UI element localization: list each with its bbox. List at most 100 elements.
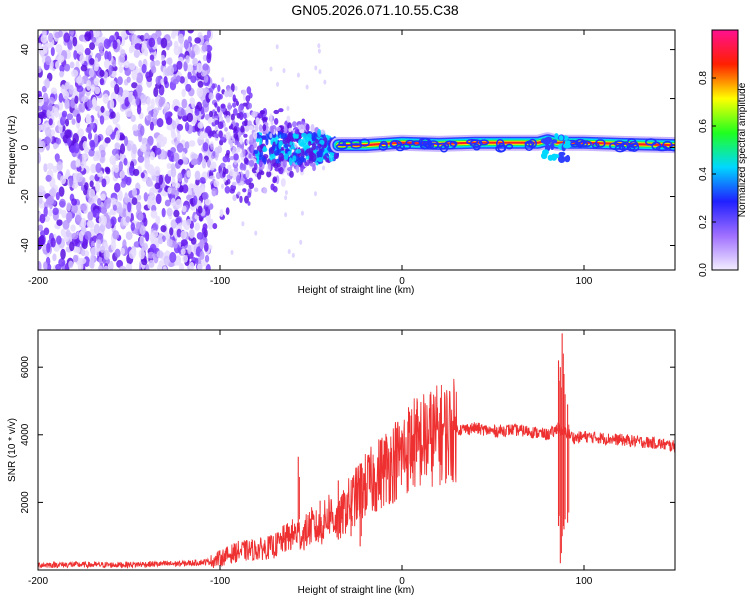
spectrogram-cell bbox=[56, 219, 63, 226]
spectrogram-cell bbox=[162, 265, 167, 270]
spectrogram-cell bbox=[176, 123, 184, 131]
spectrogram-cell bbox=[147, 135, 154, 146]
spectrogram-cell bbox=[260, 135, 266, 140]
spectrogram-cell bbox=[248, 125, 254, 131]
spectrogram-cell bbox=[166, 162, 172, 169]
spectrogram-cell bbox=[164, 199, 171, 207]
spectrogram-cell bbox=[227, 102, 232, 111]
spectrogram-cell bbox=[131, 187, 138, 197]
y-tick-label: -20 bbox=[20, 189, 31, 204]
spectrogram-cell bbox=[197, 138, 205, 145]
spectrogram-cell bbox=[65, 212, 73, 223]
spectrogram-cell bbox=[291, 252, 295, 258]
spectrogram-cell bbox=[202, 142, 209, 152]
spectrogram-cell bbox=[101, 205, 107, 215]
spectrogram-cell bbox=[259, 110, 266, 115]
spectrogram-cell bbox=[148, 259, 155, 268]
spectrogram-cell bbox=[221, 183, 225, 189]
spectrogram-cell bbox=[359, 138, 370, 147]
spectrogram-cell bbox=[76, 76, 83, 84]
spectrogram-cell bbox=[71, 198, 78, 206]
spectrogram-cell bbox=[466, 139, 479, 145]
spectrogram-cell bbox=[43, 206, 48, 217]
spectrogram-cell bbox=[38, 105, 42, 112]
spectrogram-cell bbox=[180, 230, 187, 240]
spectrogram-cell bbox=[85, 127, 92, 134]
spectrogram-cell bbox=[45, 55, 52, 66]
spectrogram-cell bbox=[283, 143, 289, 148]
spectrogram-cell bbox=[104, 58, 110, 69]
spectrogram-cell bbox=[189, 261, 195, 270]
spectrogram-cell bbox=[203, 75, 209, 83]
spectrogram-cell bbox=[146, 96, 151, 107]
spectrogram-cell bbox=[183, 61, 188, 72]
spectrogram-cell bbox=[196, 263, 203, 270]
spectrogram-cell bbox=[300, 148, 305, 153]
spectrogram-cell bbox=[542, 149, 549, 156]
spectrogram-cell bbox=[115, 130, 120, 141]
spectrogram-cell bbox=[227, 89, 234, 98]
spectrogram-cell bbox=[149, 187, 155, 199]
spectrogram-cell bbox=[149, 121, 154, 131]
spectrogram-cell bbox=[169, 251, 177, 263]
spectrogram-cell bbox=[127, 201, 132, 213]
spectrogram-cell bbox=[232, 102, 237, 108]
spectrogram-cell bbox=[214, 102, 218, 108]
spectrogram-cell bbox=[150, 98, 155, 109]
spectrogram-cell bbox=[150, 65, 157, 74]
spectrogram-cell bbox=[171, 177, 176, 187]
spectrogram-cell bbox=[265, 138, 269, 146]
spectrogram-cell bbox=[614, 144, 626, 153]
spectrogram-cell bbox=[214, 147, 220, 156]
spectrogram-cell bbox=[218, 130, 223, 139]
spectrogram-cell bbox=[93, 30, 100, 38]
spectrogram-cell bbox=[79, 54, 85, 65]
spectrogram-cell bbox=[235, 174, 241, 184]
spectrogram-cell bbox=[284, 195, 288, 201]
spectrogram-cell bbox=[287, 151, 292, 156]
spectrogram-cell bbox=[161, 59, 167, 67]
spectrogram-cell bbox=[246, 86, 252, 95]
spectrogram-cell bbox=[176, 228, 182, 238]
spectrogram-cell bbox=[181, 98, 188, 109]
spectrogram-cell bbox=[91, 36, 97, 43]
spectrogram-cell bbox=[47, 195, 55, 205]
spectrogram-cell bbox=[240, 125, 245, 133]
spectrogram-cell bbox=[70, 97, 76, 109]
spectrogram-cell bbox=[38, 96, 45, 107]
spectrogram-cell bbox=[212, 223, 218, 230]
spectrogram-cell bbox=[85, 115, 92, 125]
spectrogram-cell bbox=[58, 186, 65, 197]
spectrogram-cell bbox=[318, 69, 322, 75]
spectrogram-cell bbox=[241, 221, 245, 227]
spectrogram-cell bbox=[194, 257, 199, 264]
spectrogram-cell bbox=[222, 156, 229, 163]
figure-title: GN05.2026.071.10.55.C38 bbox=[291, 2, 459, 18]
spectrogram-cell bbox=[288, 127, 292, 132]
spectrogram-cell bbox=[55, 43, 63, 54]
spectrogram-cell bbox=[258, 159, 263, 168]
spectrogram-cell bbox=[308, 140, 312, 147]
spectrogram-cell bbox=[253, 187, 259, 192]
spectrogram-cell bbox=[155, 147, 162, 155]
spectrogram-cell bbox=[156, 250, 164, 259]
spectrogram-cell bbox=[319, 129, 326, 135]
x-tick-label: -200 bbox=[28, 576, 48, 587]
spectrogram-cell bbox=[192, 57, 199, 67]
spectrogram-cell bbox=[90, 140, 96, 151]
spectrogram-x-ticks: -200 -100 0 100 bbox=[28, 30, 593, 287]
spectrogram-cell bbox=[196, 86, 204, 98]
spectrogram-cell bbox=[256, 171, 262, 180]
colorbar-tick-label: 0.8 bbox=[698, 71, 709, 85]
spectrogram-cell bbox=[38, 224, 44, 232]
spectrogram-cell bbox=[184, 121, 190, 132]
spectrogram-cell bbox=[78, 103, 83, 112]
spectrogram-cell bbox=[177, 158, 184, 166]
spectrogram-cell bbox=[123, 60, 130, 69]
spectrogram-cell bbox=[149, 243, 157, 253]
spectrogram-cell bbox=[42, 101, 49, 111]
spectrogram-cell bbox=[182, 115, 189, 122]
spectrogram-cell bbox=[124, 67, 132, 76]
spectrogram-cell bbox=[125, 231, 133, 241]
spectrogram-cell bbox=[189, 97, 195, 105]
